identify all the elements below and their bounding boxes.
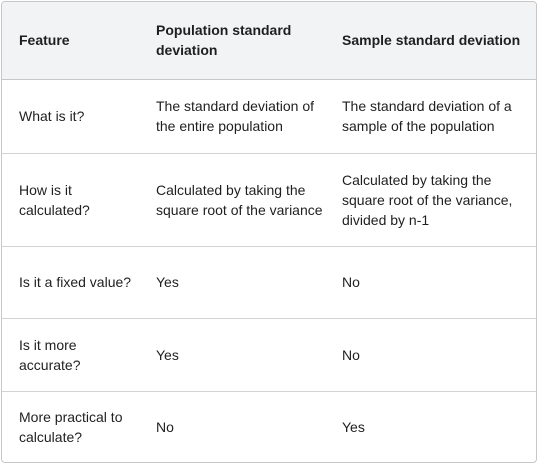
feature-cell: Is it more accurate? bbox=[2, 318, 139, 392]
table-row: Is it more accurate? Yes No bbox=[2, 318, 536, 392]
table-row: Is it a fixed value? Yes No bbox=[2, 246, 536, 319]
feature-cell: What is it? bbox=[2, 79, 139, 154]
header-population-sd: Population standard deviation bbox=[139, 2, 324, 80]
sample-cell: The standard deviation of a sample of th… bbox=[324, 79, 536, 154]
header-sample-sd: Sample standard deviation bbox=[324, 2, 536, 80]
feature-cell: More practical to calculate? bbox=[19, 409, 123, 446]
feature-cell: Is it a fixed value? bbox=[2, 246, 139, 319]
comparison-table: Feature Population standard deviation Sa… bbox=[2, 2, 536, 462]
sample-cell: No bbox=[324, 246, 536, 319]
sample-cell: Calculated by taking the square root of … bbox=[324, 153, 536, 247]
sample-cell: No bbox=[324, 318, 536, 392]
population-cell: Yes bbox=[139, 318, 324, 392]
table-row: How is it calculated? Calculated by taki… bbox=[2, 153, 536, 247]
population-cell: The standard deviation of the entire pop… bbox=[139, 79, 324, 154]
sample-cell: Yes bbox=[342, 419, 365, 436]
table-row: What is it? The standard deviation of th… bbox=[2, 79, 536, 154]
feature-cell: How is it calculated? bbox=[2, 153, 139, 247]
population-cell: Yes bbox=[139, 246, 324, 319]
header-feature: Feature bbox=[2, 2, 139, 80]
table-row: More practical to calculate? No Yes bbox=[2, 391, 536, 462]
population-cell: Calculated by taking the square root of … bbox=[139, 153, 324, 247]
table-header-row: Feature Population standard deviation Sa… bbox=[2, 2, 536, 80]
population-cell: No bbox=[156, 419, 174, 436]
